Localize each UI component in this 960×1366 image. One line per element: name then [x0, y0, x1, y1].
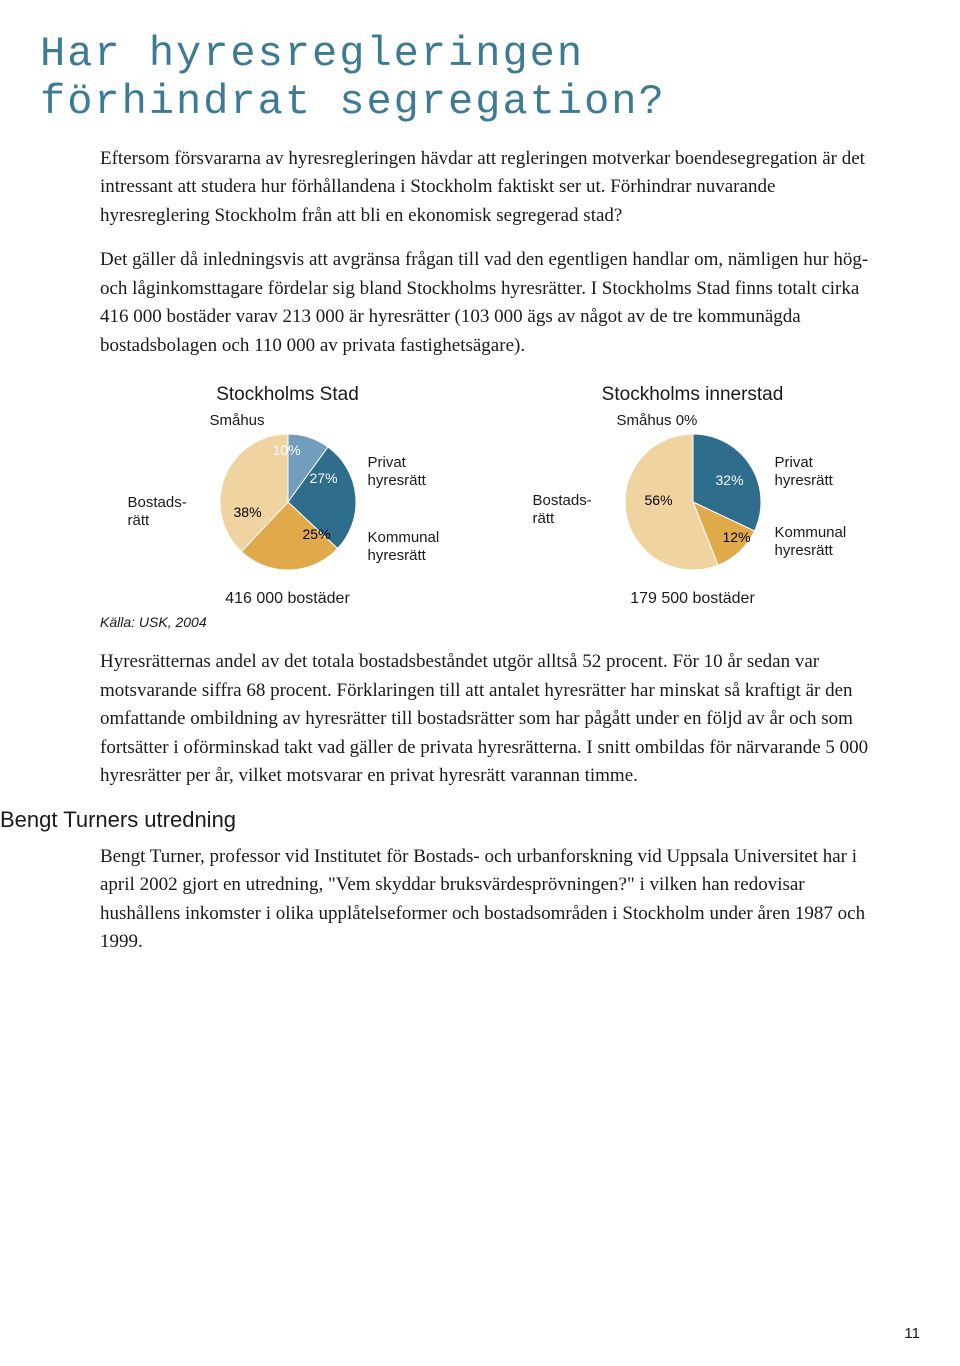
chart1-total: 416 000 bostäder [225, 590, 350, 608]
chart-stockholm-innerstad: Stockholms innerstad Småhus 0% Privathyre… [505, 384, 880, 608]
pie-slice-pct: 12% [723, 529, 751, 545]
chart2-pie: Småhus 0% Privathyresrätt 32% Kommunalhyres… [523, 414, 863, 584]
pie-slice-label: Småhus 0% [617, 412, 698, 430]
pie-slice-label: Kommunalhyresrätt [775, 524, 847, 560]
pie-slice-pct: 38% [234, 504, 262, 520]
pie-slice-pct: 32% [716, 472, 744, 488]
pie-slice-pct: 10% [273, 442, 301, 458]
section-heading: Bengt Turners utredning [0, 807, 880, 833]
pie-slice-label: Privathyresrätt [775, 454, 833, 490]
chart1-title: Stockholms Stad [216, 384, 359, 406]
charts-row: Stockholms Stad Småhus 10% Privathyresrätt… [100, 384, 880, 608]
pie-slice-pct: 25% [303, 526, 331, 542]
pie-slice-label: Privathyresrätt [368, 454, 426, 490]
chart2-total: 179 500 bostäder [630, 590, 755, 608]
page-number: 11 [904, 1325, 920, 1342]
pie-slice-label: Småhus [210, 412, 265, 430]
chart-source: Källa: USK, 2004 [100, 614, 880, 630]
chart1-pie: Småhus 10% Privathyresrätt 27% Kommunalhyres… [118, 414, 458, 584]
intro-paragraph-1: Eftersom försvararna av hyresregleringen… [100, 145, 880, 231]
paragraph-3: Hyresrätternas andel av det totala bosta… [100, 648, 880, 791]
pie-slice-label: Bostads-rätt [533, 492, 592, 528]
chart2-title: Stockholms innerstad [602, 384, 784, 406]
pie-slice-pct: 27% [310, 470, 338, 486]
intro-paragraph-2: Det gäller då inledningsvis att avgränsa… [100, 246, 880, 360]
pie-slice-label: Bostads-rätt [128, 494, 187, 530]
pie-slice-label: Kommunalhyresrätt [368, 529, 440, 565]
pie-slice-pct: 56% [645, 492, 673, 508]
chart-stockholm-stad: Stockholms Stad Småhus 10% Privathyresrätt… [100, 384, 475, 608]
paragraph-4: Bengt Turner, professor vid Institutet f… [100, 843, 880, 957]
page-title: Har hyresregleringen förhindrat segregat… [40, 30, 880, 127]
